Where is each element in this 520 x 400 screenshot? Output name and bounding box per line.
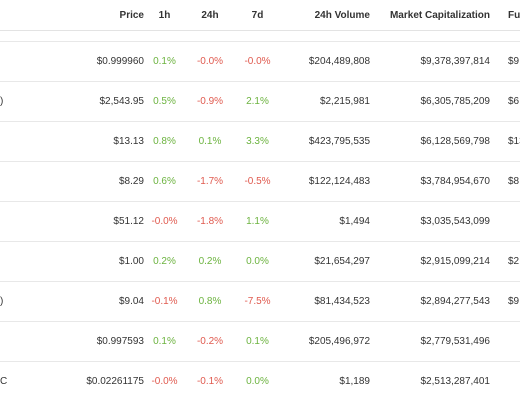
change-24h-cell: -1.7%: [185, 161, 235, 202]
fully-diluted-cell: [490, 321, 520, 362]
market-cap-cell: $9,378,397,814: [370, 41, 490, 82]
market-cap-cell: $3,784,954,670: [370, 161, 490, 202]
header-name[interactable]: [0, 0, 84, 31]
market-cap-cell: $2,894,277,543: [370, 281, 490, 322]
volume-24h-cell: $204,489,808: [280, 41, 370, 82]
fully-diluted-cell: $8: [490, 161, 520, 202]
market-cap-cell: $6,305,785,209: [370, 81, 490, 122]
change-7d-cell: 0.0%: [246, 376, 269, 387]
market-cap-cell: $2,513,287,401: [420, 376, 490, 387]
fully-diluted-cell: [490, 201, 520, 242]
change-1h-cell: 0.1%: [144, 41, 185, 82]
coin-name-cell[interactable]: [0, 241, 84, 282]
change-7d-cell: -0.5%: [235, 161, 280, 202]
price-cell: $1.00: [84, 241, 144, 282]
price-cell: $51.12: [84, 201, 144, 242]
table-row[interactable]: $51.12 -0.0% -1.8% 1.1% $1,494 $3,035,543,099: [0, 201, 520, 242]
coin-name-cell[interactable]: ): [0, 281, 84, 322]
table-row[interactable]: $13.13 0.8% 0.1% 3.3% $423,795,535 $6,128,569…: [0, 121, 520, 162]
coin-name-cell[interactable]: [0, 201, 84, 242]
fully-diluted-cell: [490, 362, 520, 400]
volume-24h-cell: $2,215,981: [280, 81, 370, 122]
change-7d-cell: -0.0%: [235, 41, 280, 82]
volume-24h-cell: $205,496,972: [280, 321, 370, 362]
change-7d-cell: 2.1%: [235, 81, 280, 122]
price-cell: $8.29: [84, 161, 144, 202]
fully-diluted-cell: $9: [490, 281, 520, 322]
volume-24h-cell: $1,494: [280, 201, 370, 242]
header-24h-volume[interactable]: 24h Volume: [280, 0, 370, 31]
change-24h-cell: -0.1%: [196, 376, 224, 387]
volume-24h-cell: $122,124,483: [280, 161, 370, 202]
header-7d[interactable]: 7d: [235, 0, 280, 31]
change-1h-cell: 0.1%: [144, 321, 185, 362]
change-1h-cell: -0.0%: [151, 376, 178, 387]
price-cell: $13.13: [84, 121, 144, 162]
fully-diluted-cell: $2: [490, 241, 520, 282]
market-cap-cell: $3,035,543,099: [370, 201, 490, 242]
change-7d-cell: -7.5%: [235, 281, 280, 322]
price-cell: $2,543.95: [84, 81, 144, 122]
change-1h-cell: 0.5%: [144, 81, 185, 122]
change-1h-cell: -0.0%: [144, 201, 185, 242]
coin-name-cell[interactable]: C: [0, 376, 8, 387]
table-row[interactable]: C $0.02261175 -0.0% -0.1% 0.0% $1,189 $2,513,2…: [0, 362, 520, 400]
coin-name-cell[interactable]: [0, 321, 84, 362]
volume-24h-cell: $423,795,535: [280, 121, 370, 162]
change-1h-cell: -0.1%: [144, 281, 185, 322]
volume-24h-cell: $81,434,523: [280, 281, 370, 322]
change-7d-cell: 3.3%: [235, 121, 280, 162]
market-cap-cell: $2,779,531,496: [370, 321, 490, 362]
table-row[interactable]: $8.29 0.6% -1.7% -0.5% $122,124,483 $3,784,95…: [0, 161, 520, 202]
table-row[interactable]: $1.00 0.2% 0.2% 0.0% $21,654,297 $2,915,099,2…: [0, 241, 520, 282]
change-24h-cell: -1.8%: [185, 201, 235, 242]
volume-24h-cell: $1,189: [339, 376, 370, 387]
change-24h-cell: 0.2%: [185, 241, 235, 282]
table-spacer-row: [0, 30, 520, 42]
change-1h-cell: 0.6%: [144, 161, 185, 202]
coin-name-cell[interactable]: [0, 161, 84, 202]
table-row[interactable]: $0.997593 0.1% -0.2% 0.1% $205,496,972 $2,779…: [0, 321, 520, 362]
change-7d-cell: 0.0%: [235, 241, 280, 282]
header-market-cap[interactable]: Market Capitalization: [370, 0, 490, 31]
table-row[interactable]: $0.999960 0.1% -0.0% -0.0% $204,489,808 $9,37…: [0, 41, 520, 82]
change-24h-cell: 0.1%: [185, 121, 235, 162]
coin-name-cell[interactable]: [0, 121, 84, 162]
change-24h-cell: -0.2%: [185, 321, 235, 362]
fully-diluted-cell: $6: [490, 81, 520, 122]
change-24h-cell: -0.9%: [185, 81, 235, 122]
change-1h-cell: 0.8%: [144, 121, 185, 162]
price-cell: $0.999960: [84, 41, 144, 82]
header-fully-diluted[interactable]: Fully Diluted: [490, 0, 520, 31]
header-price[interactable]: Price: [84, 0, 144, 31]
fully-diluted-cell: $9: [490, 41, 520, 82]
coin-name-cell[interactable]: [0, 41, 84, 82]
change-1h-cell: 0.2%: [144, 241, 185, 282]
table-row[interactable]: ) $9.04 -0.1% 0.8% -7.5% $81,434,523 $2,894,27…: [0, 281, 520, 322]
fully-diluted-cell: $13: [490, 121, 520, 162]
change-24h-cell: 0.8%: [185, 281, 235, 322]
change-24h-cell: -0.0%: [185, 41, 235, 82]
change-7d-cell: 1.1%: [235, 201, 280, 242]
market-cap-cell: $2,915,099,214: [370, 241, 490, 282]
header-1h[interactable]: 1h: [144, 0, 185, 31]
price-cell: $0.997593: [84, 321, 144, 362]
change-7d-cell: 0.1%: [235, 321, 280, 362]
coin-name-cell[interactable]: ): [0, 81, 84, 122]
price-cell: $0.02261175: [86, 376, 144, 387]
table-header-row: Price 1h 24h 7d 24h Volume Market Capita…: [0, 0, 520, 31]
market-cap-cell: $6,128,569,798: [370, 121, 490, 162]
price-cell: $9.04: [84, 281, 144, 322]
header-24h[interactable]: 24h: [185, 0, 235, 31]
table-row[interactable]: ) $2,543.95 0.5% -0.9% 2.1% $2,215,981 $6,305,…: [0, 81, 520, 122]
volume-24h-cell: $21,654,297: [280, 241, 370, 282]
